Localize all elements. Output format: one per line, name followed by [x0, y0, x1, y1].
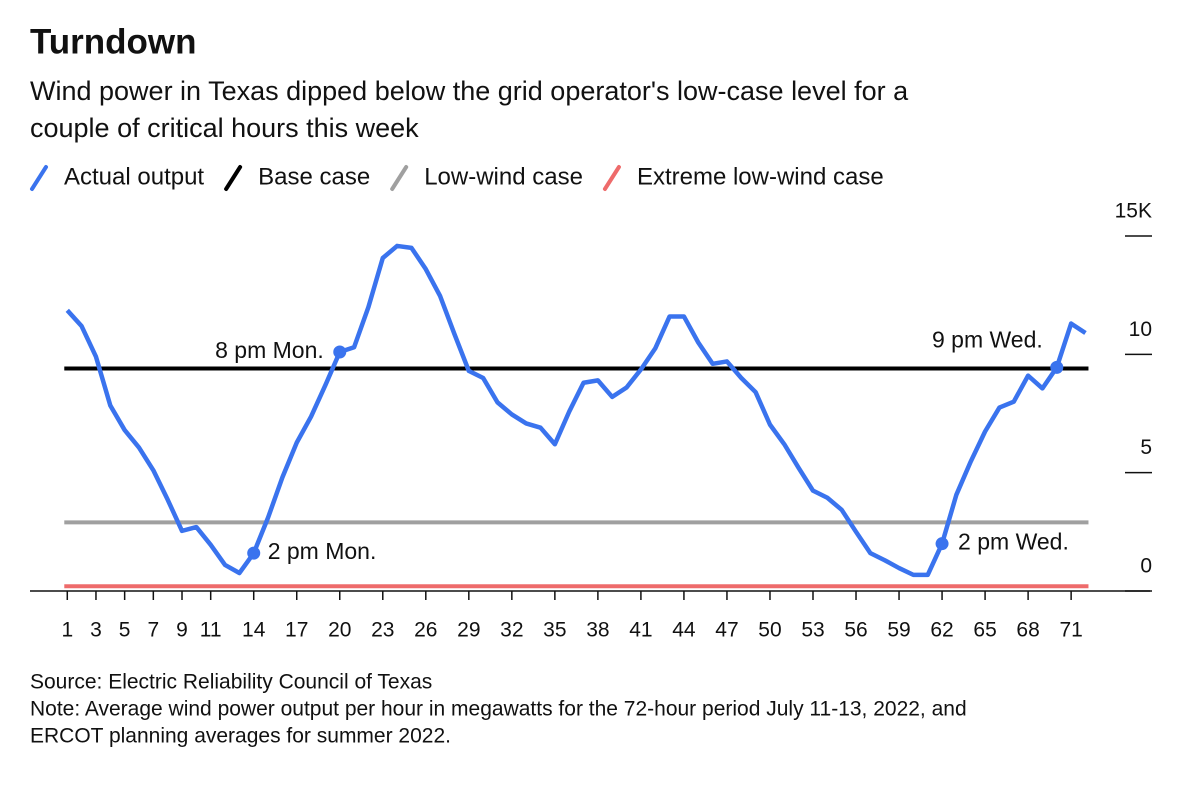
source: Source: Electric Reliability Council of …	[30, 671, 432, 694]
x-tick-label: 7	[147, 619, 159, 642]
x-tick-label: 9	[176, 619, 188, 642]
annotation-marker	[935, 537, 949, 551]
x-tick-label: 47	[715, 619, 738, 642]
legend-label: Low-wind case	[424, 163, 583, 190]
y-tick-label: 0	[1140, 555, 1152, 578]
x-tick-label: 5	[119, 619, 131, 642]
x-tick-label: 35	[543, 619, 566, 642]
x-tick-label: 3	[90, 619, 102, 642]
chart-subtitle: Wind power in Texas dipped below the gri…	[30, 76, 909, 106]
x-tick-label: 14	[242, 619, 266, 642]
legend-label: Actual output	[64, 163, 204, 190]
chart-subtitle: couple of critical hours this week	[30, 113, 419, 143]
y-tick-label: 10	[1129, 318, 1152, 341]
legend-swatch	[602, 165, 621, 191]
x-tick-label: 29	[457, 619, 480, 642]
x-tick-label: 44	[672, 619, 696, 642]
x-tick-label: 41	[629, 619, 652, 642]
x-tick-label: 56	[844, 619, 867, 642]
x-tick-label: 62	[930, 619, 953, 642]
x-tick-label: 11	[200, 619, 222, 642]
x-tick-label: 38	[586, 619, 609, 642]
legend-label: Extreme low-wind case	[637, 163, 884, 190]
note: ERCOT planning averages for summer 2022.	[30, 725, 451, 748]
x-tick-label: 59	[887, 619, 910, 642]
legend-swatch	[30, 165, 48, 191]
x-tick-label: 68	[1016, 619, 1039, 642]
x-tick-label: 20	[328, 619, 351, 642]
y-tick-label: 15K	[1115, 200, 1152, 223]
x-tick-label: 65	[973, 619, 996, 642]
x-tick-label: 50	[758, 619, 781, 642]
annotation: 2 pm Wed.	[958, 529, 1069, 555]
chart-title: Turndown	[30, 22, 197, 61]
legend-swatch	[390, 165, 409, 191]
x-tick-label: 53	[801, 619, 824, 642]
legend-swatch	[224, 165, 243, 191]
y-tick-label: 5	[1140, 436, 1152, 459]
series-line	[65, 243, 1087, 578]
x-tick-label: 1	[61, 619, 73, 642]
x-tick-label: 71	[1059, 619, 1082, 642]
annotation: 8 pm Mon.	[215, 337, 324, 363]
annotation-marker	[1050, 360, 1064, 374]
note: Note: Average wind power output per hour…	[30, 698, 967, 721]
legend-label: Base case	[258, 163, 370, 190]
annotation: 9 pm Wed.	[932, 326, 1043, 352]
annotation-marker	[333, 345, 347, 359]
x-tick-label: 23	[371, 619, 394, 642]
x-tick-label: 32	[500, 619, 523, 642]
x-tick-label: 26	[414, 619, 437, 642]
x-tick-label: 17	[285, 619, 308, 642]
annotation: 2 pm Mon.	[268, 538, 377, 564]
annotation-marker	[247, 546, 261, 560]
